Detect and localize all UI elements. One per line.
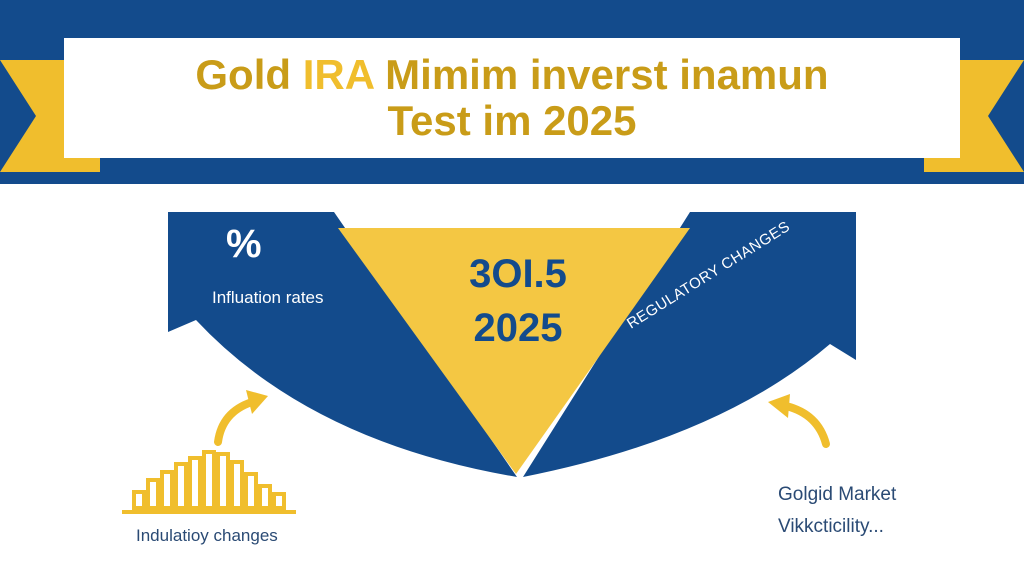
center-triangle — [338, 228, 690, 474]
diagram — [122, 212, 856, 514]
percent-symbol: % — [226, 222, 262, 266]
left-panel — [168, 212, 517, 477]
title-part-1: Gold — [195, 51, 303, 98]
title-accent: IRA — [302, 51, 374, 98]
title-line-1: Gold IRA Mimim inverst inamun — [64, 52, 960, 98]
bars-caption: Indulatioy changes — [136, 526, 278, 545]
center-year: 2025 — [473, 306, 563, 350]
title-banner: Gold IRA Mimim inverst inamun Test im 20… — [64, 38, 960, 158]
center-value: 3OI.5 — [469, 252, 567, 296]
curved-arrow-icon — [214, 390, 268, 446]
inflation-rates-label: Influation rates — [212, 288, 324, 307]
title-part-2: Mimim inverst inamun — [373, 51, 829, 98]
right-panel — [523, 212, 856, 477]
bar-chart-icon — [122, 450, 296, 514]
market-caption-line-2: Vikkcticility... — [778, 516, 884, 537]
market-caption-line-1: Golgid Market — [778, 484, 897, 505]
curved-arrow-icon — [768, 394, 830, 448]
title-line-2: Test im 2025 — [387, 97, 637, 144]
